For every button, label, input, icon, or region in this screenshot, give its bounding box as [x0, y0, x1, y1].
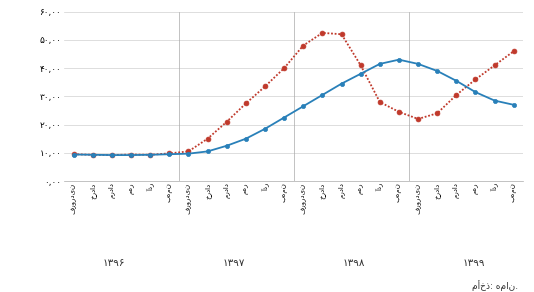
Text: ۱۳۹۶: ۱۳۹۶ [103, 258, 125, 268]
Text: ۱۳۹۹: ۱۳۹۹ [462, 258, 485, 268]
Text: ۱۳۹۷: ۱۳۹۷ [223, 258, 245, 268]
Text: مأخذ: همان.: مأخذ: همان. [472, 280, 518, 291]
Text: ۱۳۹۸: ۱۳۹۸ [342, 258, 365, 268]
